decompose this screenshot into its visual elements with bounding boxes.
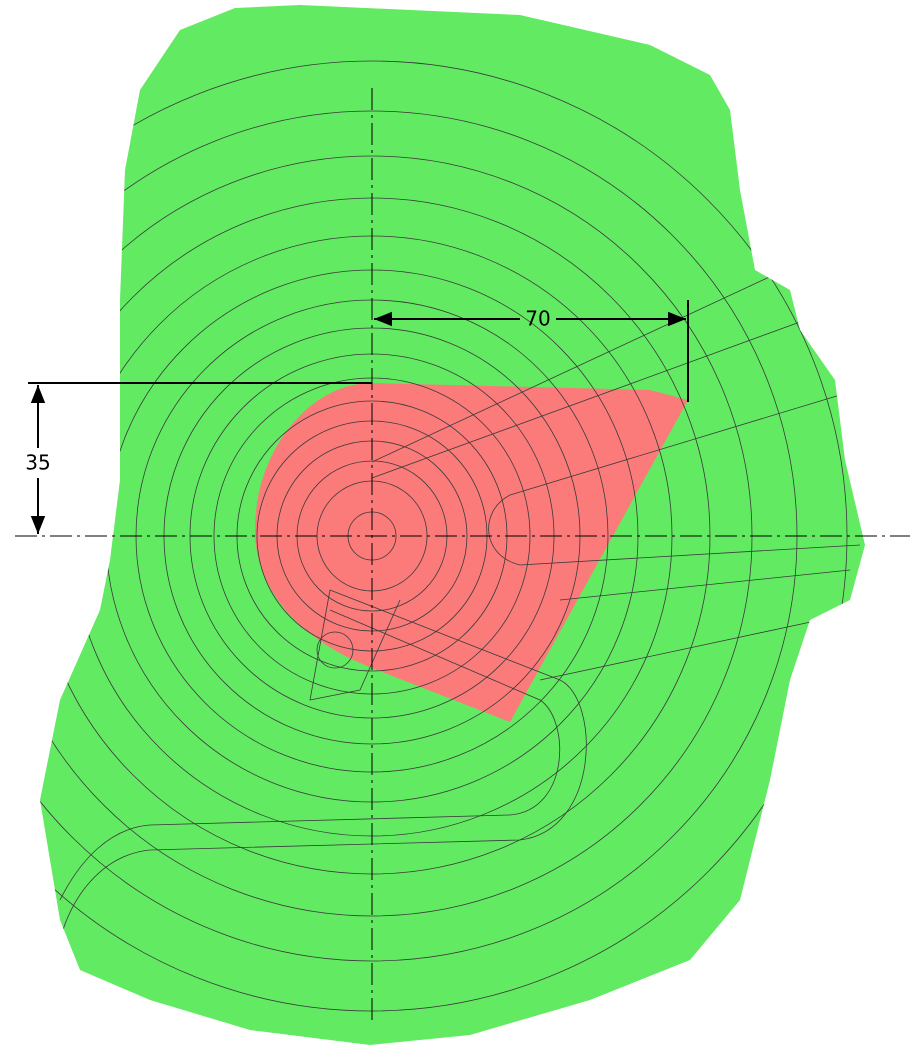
dimension-label: 35 <box>25 451 50 475</box>
dimension-label: 70 <box>525 307 550 331</box>
mechanism-outline <box>59 271 861 941</box>
zone-red <box>255 383 688 722</box>
